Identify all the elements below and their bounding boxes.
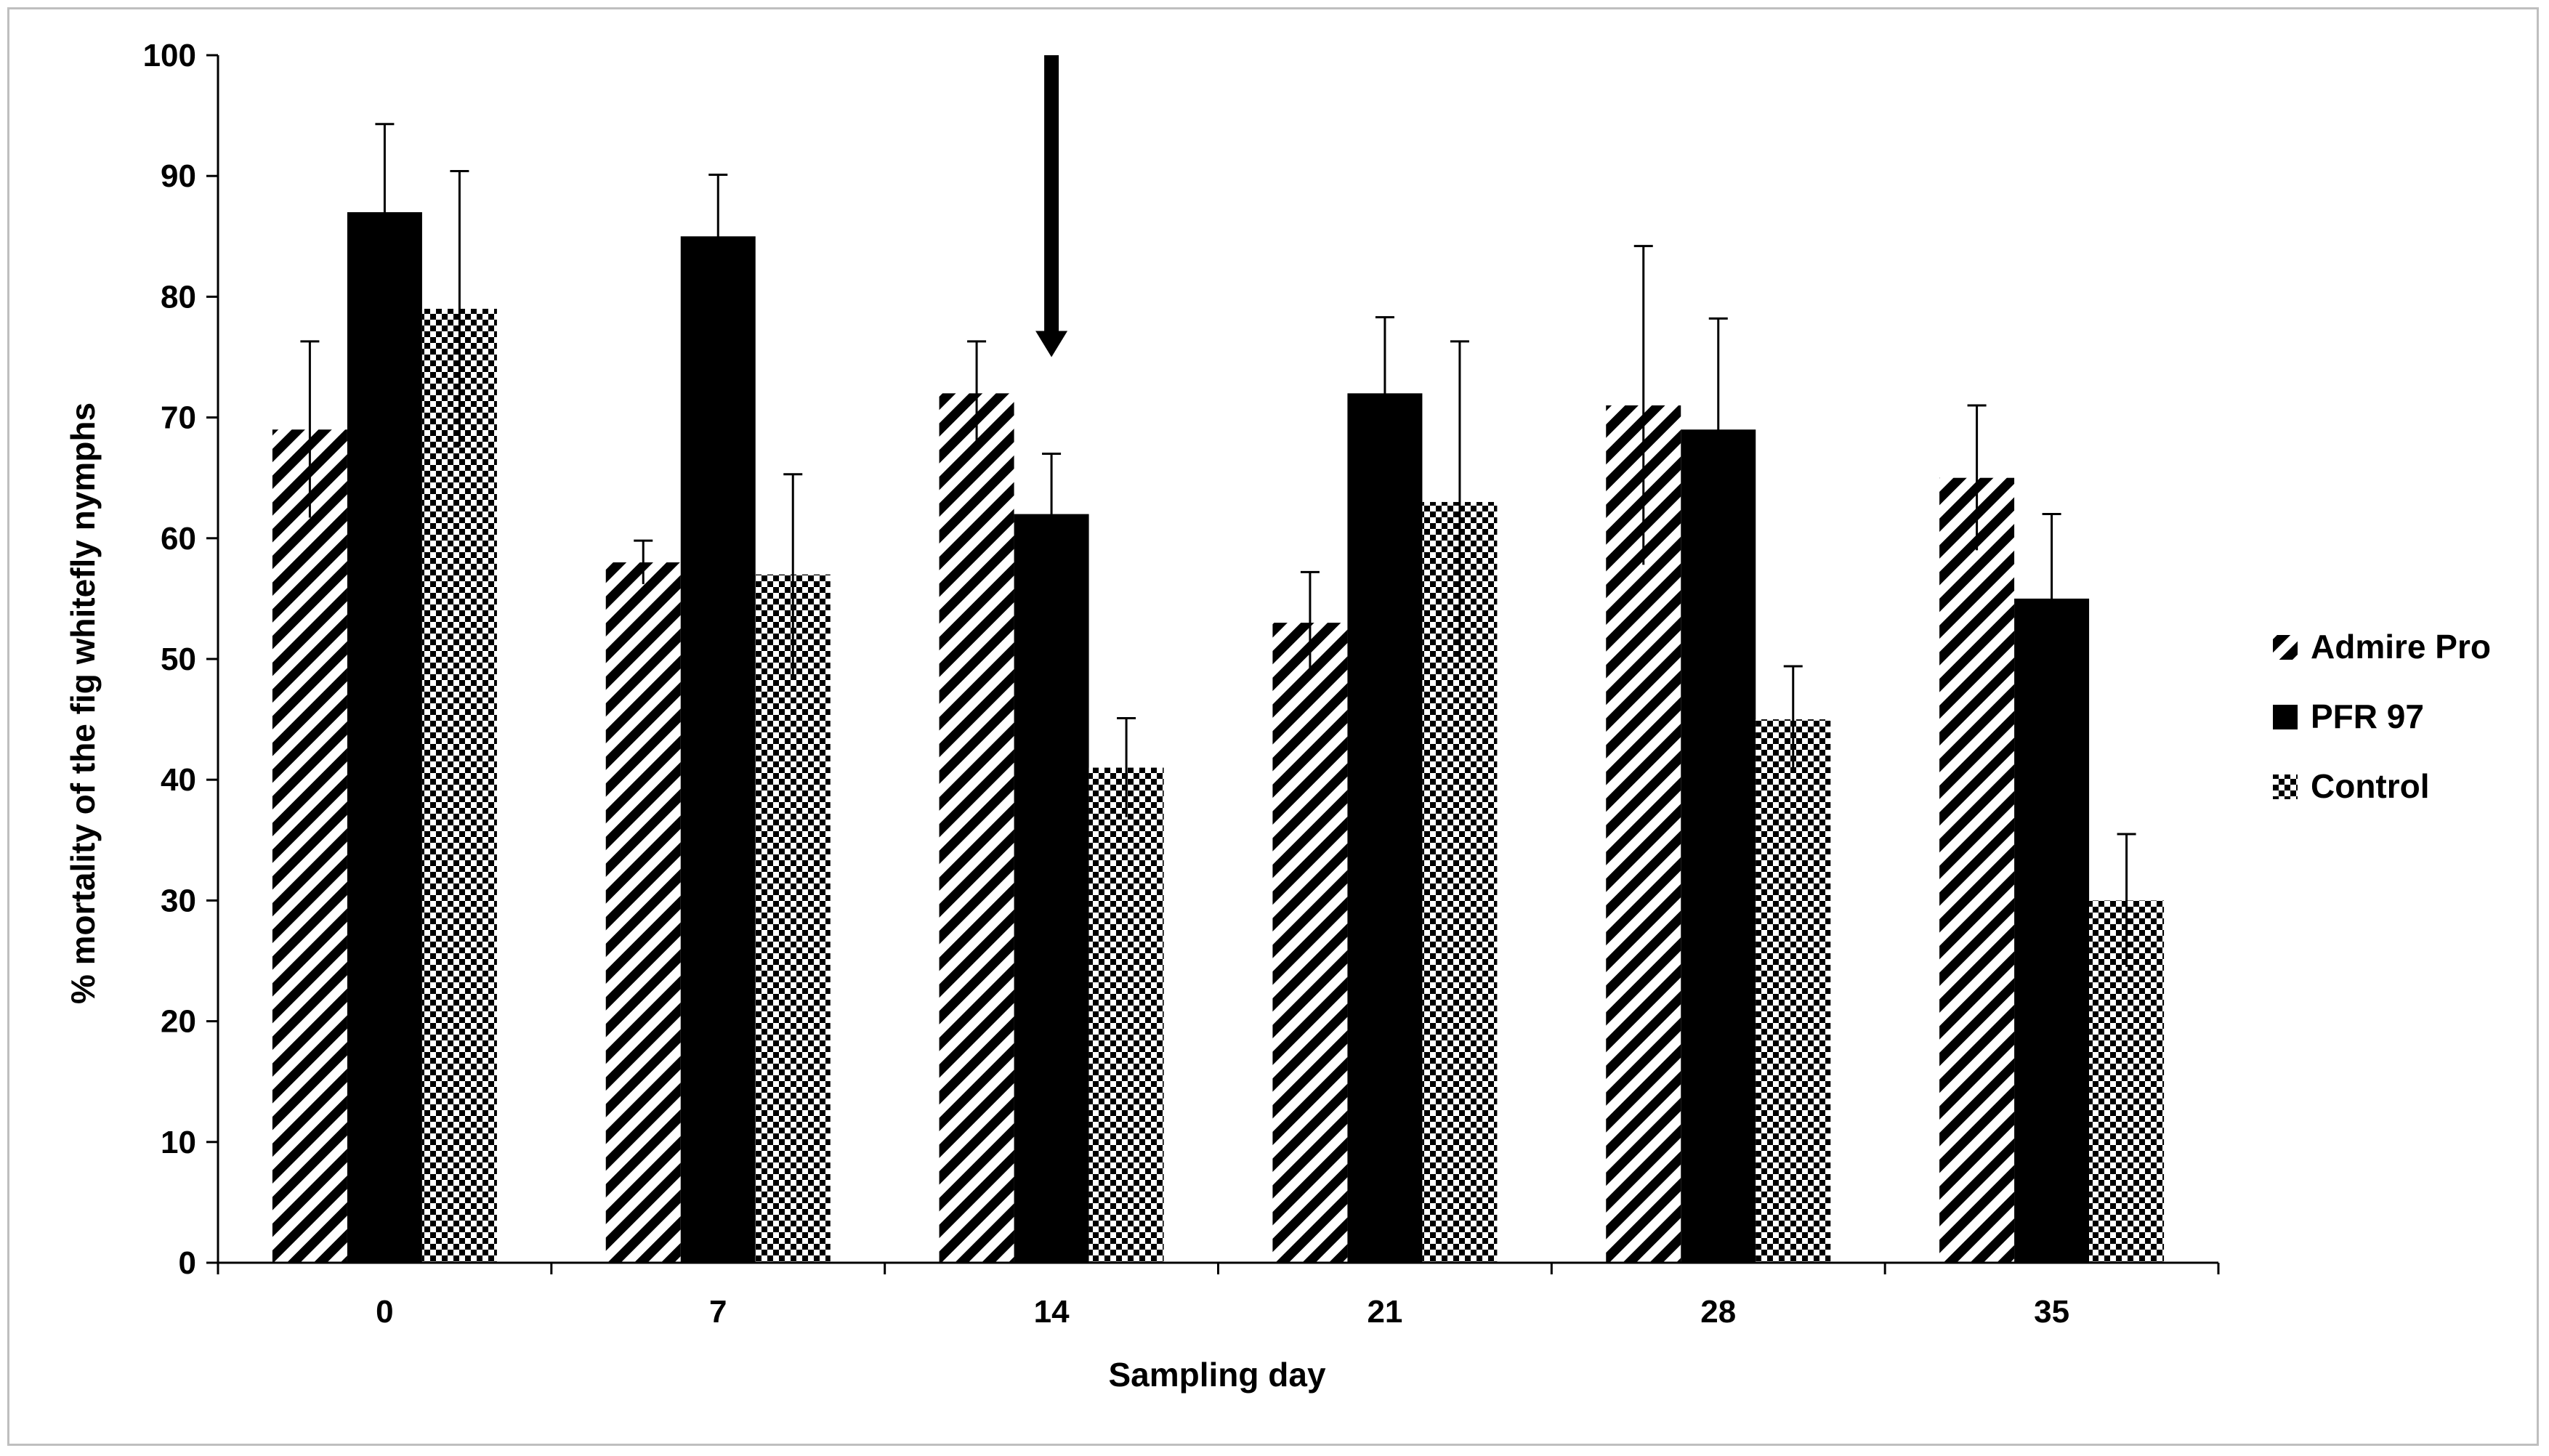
error-bar-control-day-0	[450, 170, 469, 447]
x-tick-label: 28	[1700, 1294, 1736, 1330]
legend-item-control: Control	[2273, 767, 2430, 805]
arrow-head	[1035, 331, 1068, 357]
legend: Admire Pro PFR 97 Control	[2273, 628, 2491, 805]
bar-pfr-97-day-7	[680, 236, 756, 1263]
bar-admire-pro-day-35	[1939, 477, 2015, 1263]
legend-label: Admire Pro	[2311, 628, 2491, 666]
y-tick-label: 60	[161, 521, 196, 557]
bar-pfr-97-day-28	[1681, 429, 1756, 1263]
annotations	[1035, 55, 1068, 357]
error-bar-pfr-97-day-35	[2042, 513, 2061, 684]
y-tick-label: 50	[161, 642, 196, 677]
y-tick-label: 40	[161, 762, 196, 798]
error-bar-control-day-35	[2117, 833, 2136, 967]
error-bar-admire-pro-day-7	[634, 539, 653, 584]
y-tick-label: 70	[161, 400, 196, 436]
axes	[217, 55, 2218, 1264]
y-tick-label: 0	[179, 1245, 196, 1281]
bar-admire-pro-day-21	[1272, 623, 1348, 1263]
error-bar-control-day-28	[1783, 665, 1803, 773]
y-tick-label: 20	[161, 1004, 196, 1040]
bars	[272, 212, 2165, 1263]
bar-pfr-97-day-0	[347, 212, 422, 1263]
x-axis-ticks: 0 7 14 21 28 35	[217, 1263, 2220, 1330]
y-tick-label: 90	[161, 158, 196, 194]
legend-label: Control	[2311, 767, 2430, 805]
error-bar-admire-pro-day-28	[1633, 245, 1653, 565]
y-axis-ticks: 0 10 20 30 40 50 60 70 80 90 100	[143, 38, 218, 1281]
legend-swatch	[2273, 705, 2298, 729]
error-bar-control-day-14	[1117, 716, 1136, 817]
error-bar-control-day-21	[1450, 340, 1469, 663]
legend-label: PFR 97	[2311, 697, 2424, 735]
x-tick-label: 7	[709, 1294, 727, 1330]
x-tick-label: 0	[376, 1294, 393, 1330]
y-tick-label: 30	[161, 883, 196, 918]
x-tick-label: 14	[1034, 1294, 1070, 1330]
error-bar-admire-pro-day-14	[967, 340, 987, 445]
plot-area: 0 10 20 30 40 50 60 70 80 90 100 0 7 14 21 28 35	[143, 38, 2220, 1330]
bar-admire-pro-day-14	[939, 393, 1014, 1263]
error-bar-admire-pro-day-0	[300, 340, 320, 518]
error-bar-pfr-97-day-28	[1708, 317, 1728, 541]
bar-control-day-7	[755, 574, 831, 1263]
y-tick-label: 100	[143, 38, 196, 73]
bar-control-day-28	[1756, 719, 1831, 1263]
error-bar-control-day-7	[783, 473, 803, 675]
y-tick-label: 10	[161, 1125, 196, 1160]
error-bars	[300, 123, 2136, 967]
legend-swatch	[2273, 635, 2298, 660]
y-tick-label: 80	[161, 279, 196, 315]
bar-admire-pro-day-7	[605, 562, 681, 1263]
legend-item-pfr-97: PFR 97	[2273, 697, 2424, 735]
error-bar-pfr-97-day-21	[1375, 316, 1394, 470]
x-axis-title: Sampling day	[1108, 1356, 1325, 1394]
error-bar-admire-pro-day-21	[1300, 570, 1320, 674]
bar-control-day-14	[1088, 767, 1164, 1263]
arrow-shaft	[1044, 55, 1059, 333]
x-tick-label: 21	[1367, 1294, 1402, 1330]
bar-admire-pro-day-0	[272, 429, 347, 1263]
error-bar-pfr-97-day-0	[375, 123, 395, 301]
error-bar-admire-pro-day-35	[1967, 404, 1987, 551]
error-bar-pfr-97-day-7	[708, 174, 728, 299]
error-bar-pfr-97-day-14	[1042, 452, 1062, 575]
y-axis-title: % mortality of the fig whitefly nymphs	[64, 403, 102, 1004]
x-tick-label: 35	[2034, 1294, 2069, 1330]
legend-swatch	[2273, 774, 2298, 799]
bar-pfr-97-day-21	[1347, 393, 1423, 1263]
legend-item-admire-pro: Admire Pro	[2273, 628, 2491, 666]
bar-pfr-97-day-35	[2014, 598, 2090, 1263]
bar-control-day-0	[421, 309, 497, 1263]
bar-pfr-97-day-14	[1014, 514, 1089, 1263]
arrow-annotation	[1035, 55, 1068, 357]
